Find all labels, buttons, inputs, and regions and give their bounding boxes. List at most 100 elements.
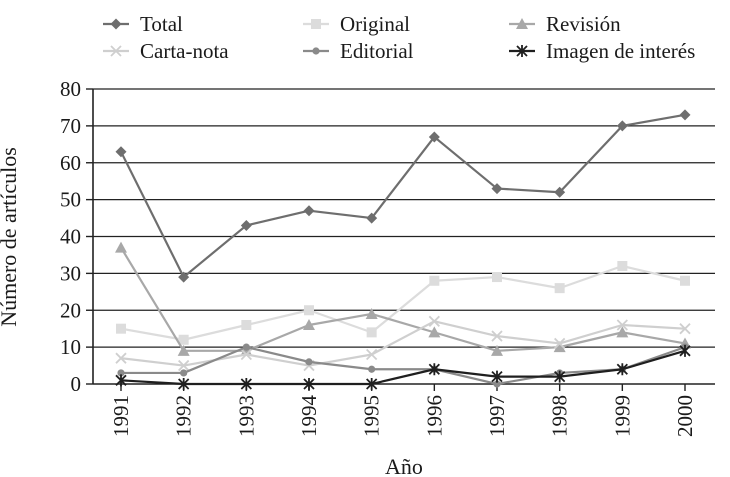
series-line-original bbox=[120, 264, 686, 341]
data-point-total bbox=[303, 205, 315, 217]
legend-item-carta-nota: Carta-nota bbox=[103, 39, 229, 63]
series-line-editorial bbox=[121, 346, 686, 386]
data-point-imagen-de-interes bbox=[115, 374, 127, 387]
data-point-imagen-de-interes bbox=[491, 370, 503, 383]
series-imagen-de-interes bbox=[115, 344, 691, 390]
y-tick-label: 80 bbox=[60, 77, 81, 101]
data-point-imagen-de-interes bbox=[554, 370, 566, 383]
data-point-revision bbox=[428, 326, 441, 338]
series-layer bbox=[115, 109, 691, 390]
x-tick-label: 1999 bbox=[610, 395, 634, 437]
data-point-revision bbox=[491, 344, 503, 356]
legend-marker bbox=[516, 18, 528, 29]
legend-label: Editorial bbox=[340, 39, 414, 63]
data-point-editorial bbox=[493, 380, 501, 388]
legend-label: Imagen de interés bbox=[546, 39, 695, 63]
data-point-imagen-de-interes bbox=[428, 363, 440, 376]
legend-marker bbox=[311, 19, 321, 29]
x-tick-label: 1992 bbox=[172, 395, 196, 437]
data-point-carta-nota bbox=[554, 337, 566, 350]
legend: Total Original Revisión Carta-nota Editorial… bbox=[103, 12, 695, 63]
data-point-carta-nota bbox=[178, 359, 190, 372]
data-point-revision bbox=[553, 341, 566, 353]
legend-label: Total bbox=[140, 12, 183, 36]
series-line-total bbox=[120, 113, 686, 279]
data-point-carta-nota bbox=[491, 330, 503, 342]
legend-marker bbox=[312, 47, 320, 55]
x-tick-label: 1995 bbox=[360, 395, 384, 437]
series-revision bbox=[115, 241, 691, 356]
y-tick-label: 20 bbox=[60, 298, 81, 322]
data-point-original bbox=[492, 272, 502, 283]
data-point-original bbox=[116, 323, 126, 334]
data-point-original bbox=[178, 334, 189, 345]
series-total bbox=[115, 109, 691, 283]
data-point-revision bbox=[303, 319, 315, 330]
series-carta-nota bbox=[115, 315, 691, 372]
data-point-carta-nota bbox=[366, 348, 378, 361]
series-line-revision bbox=[120, 246, 686, 352]
x-tick-label: 1998 bbox=[548, 395, 572, 437]
data-point-imagen-de-interes bbox=[303, 378, 315, 390]
data-point-carta-nota bbox=[115, 352, 127, 364]
data-point-total bbox=[178, 271, 190, 283]
x-tick-label: 1997 bbox=[485, 395, 509, 437]
data-point-original bbox=[429, 275, 440, 286]
data-point-total bbox=[554, 186, 566, 198]
data-point-editorial bbox=[180, 369, 188, 377]
data-point-carta-nota bbox=[240, 348, 252, 361]
data-point-imagen-de-interes bbox=[178, 378, 190, 390]
x-tick-label: 2000 bbox=[673, 395, 697, 437]
data-point-imagen-de-interes bbox=[679, 344, 691, 357]
data-point-carta-nota bbox=[616, 319, 628, 331]
y-tick-label: 10 bbox=[60, 335, 81, 359]
legend-marker bbox=[110, 45, 122, 57]
y-tick-label: 40 bbox=[60, 225, 81, 249]
legend-item-total: Total bbox=[103, 12, 183, 36]
legend-item-revision: Revisión bbox=[509, 12, 621, 36]
axes: 0 10 20 30 40 50 60 70 80 1991 1992 1993 1994 1995 199… bbox=[60, 77, 697, 437]
y-tick-label: 30 bbox=[60, 261, 81, 285]
legend-marker bbox=[110, 18, 122, 30]
legend-label: Original bbox=[340, 12, 410, 36]
data-point-imagen-de-interes bbox=[240, 378, 252, 390]
data-point-total bbox=[616, 120, 628, 132]
series-original bbox=[116, 261, 690, 345]
data-point-original bbox=[617, 261, 628, 271]
data-point-total bbox=[428, 131, 440, 143]
grid-lines bbox=[93, 88, 715, 385]
data-point-imagen-de-interes bbox=[366, 378, 378, 390]
legend-label: Carta-nota bbox=[140, 39, 229, 63]
data-point-total bbox=[679, 109, 691, 121]
x-axis-title: Año bbox=[385, 454, 423, 477]
y-tick-label: 50 bbox=[60, 188, 81, 212]
series-line-imagen-de-interes bbox=[120, 349, 686, 386]
legend-item-imagen-de-interes: Imagen de interés bbox=[509, 39, 695, 63]
data-point-original bbox=[304, 305, 314, 316]
data-point-carta-nota bbox=[428, 315, 440, 327]
y-tick-label: 0 bbox=[71, 372, 82, 396]
x-tick-label: 1991 bbox=[109, 395, 133, 437]
x-tick-label: 1996 bbox=[422, 395, 446, 437]
x-tick-label: 1994 bbox=[297, 395, 321, 438]
data-point-revision bbox=[365, 307, 378, 319]
data-point-imagen-de-interes bbox=[616, 363, 628, 376]
data-point-editorial bbox=[117, 369, 125, 377]
data-point-total bbox=[491, 183, 503, 195]
data-point-total bbox=[366, 212, 378, 224]
series-line-carta-nota bbox=[120, 320, 686, 367]
legend-item-original: Original bbox=[303, 12, 410, 36]
data-point-editorial bbox=[368, 365, 376, 373]
data-point-original bbox=[554, 283, 565, 294]
legend-marker bbox=[516, 45, 528, 57]
data-point-total bbox=[240, 219, 252, 231]
data-point-original bbox=[241, 320, 252, 330]
y-tick-label: 60 bbox=[60, 151, 81, 175]
data-point-revision bbox=[616, 326, 629, 338]
data-point-revision bbox=[177, 344, 190, 356]
data-point-original bbox=[366, 327, 377, 338]
data-point-revision bbox=[115, 241, 127, 253]
legend-label: Revisión bbox=[546, 12, 621, 36]
y-axis-title: Número de artículos bbox=[0, 147, 21, 327]
